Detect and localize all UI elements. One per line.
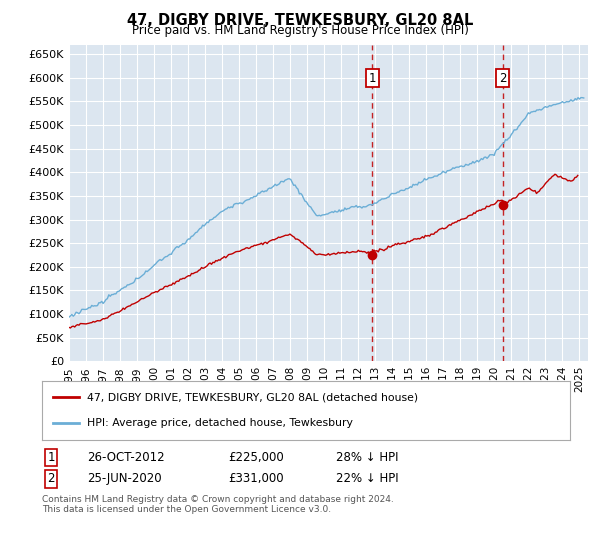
Text: HPI: Average price, detached house, Tewkesbury: HPI: Average price, detached house, Tewk…: [87, 418, 353, 428]
Text: £225,000: £225,000: [228, 451, 284, 464]
Text: 22% ↓ HPI: 22% ↓ HPI: [336, 472, 398, 486]
Text: 47, DIGBY DRIVE, TEWKESBURY, GL20 8AL: 47, DIGBY DRIVE, TEWKESBURY, GL20 8AL: [127, 13, 473, 28]
Text: £331,000: £331,000: [228, 472, 284, 486]
Text: 26-OCT-2012: 26-OCT-2012: [87, 451, 164, 464]
Text: 28% ↓ HPI: 28% ↓ HPI: [336, 451, 398, 464]
Text: Contains HM Land Registry data © Crown copyright and database right 2024.: Contains HM Land Registry data © Crown c…: [42, 495, 394, 504]
Text: 2: 2: [47, 472, 55, 486]
Text: 1: 1: [47, 451, 55, 464]
Text: This data is licensed under the Open Government Licence v3.0.: This data is licensed under the Open Gov…: [42, 505, 331, 514]
Text: 1: 1: [368, 72, 376, 85]
Text: 47, DIGBY DRIVE, TEWKESBURY, GL20 8AL (detached house): 47, DIGBY DRIVE, TEWKESBURY, GL20 8AL (d…: [87, 392, 418, 402]
Text: 25-JUN-2020: 25-JUN-2020: [87, 472, 161, 486]
Text: 2: 2: [499, 72, 506, 85]
Text: Price paid vs. HM Land Registry's House Price Index (HPI): Price paid vs. HM Land Registry's House …: [131, 24, 469, 37]
